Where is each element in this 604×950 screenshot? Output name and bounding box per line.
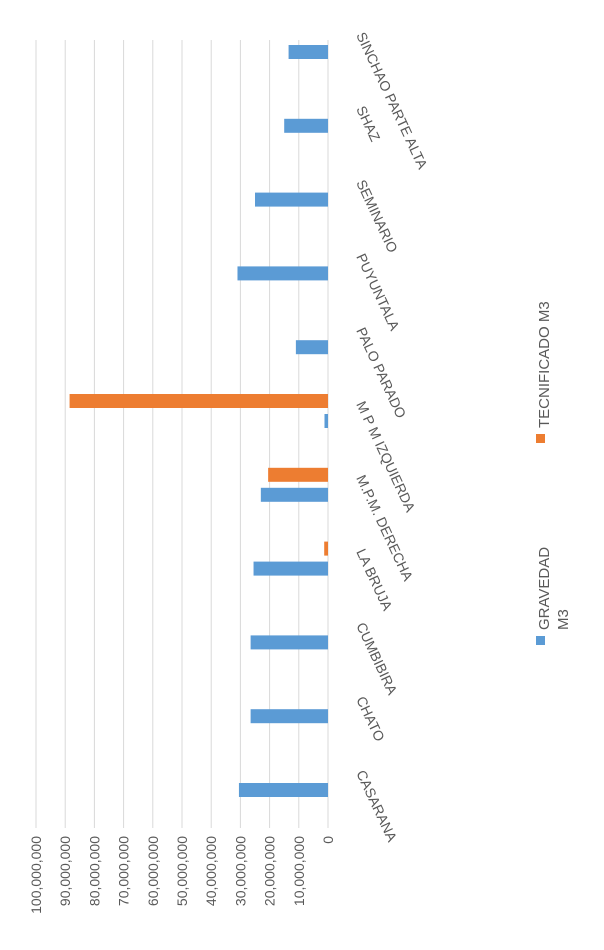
legend-swatch xyxy=(536,434,545,443)
bar xyxy=(324,414,328,428)
legend: GRAVEDAD M3 TECNIFICADO M3 xyxy=(536,301,572,645)
value-tick-label: 80,000,000 xyxy=(86,836,102,906)
value-tick-label: 50,000,000 xyxy=(174,836,190,906)
bar xyxy=(254,562,328,576)
bar xyxy=(324,542,328,556)
bars xyxy=(70,45,328,797)
value-tick-label: 100,000,000 xyxy=(28,836,44,914)
value-tick-label: 70,000,000 xyxy=(116,836,132,906)
bar xyxy=(239,783,328,797)
category-label: CASARANA xyxy=(353,768,400,845)
bar xyxy=(284,119,328,133)
category-label: SHAZ xyxy=(353,103,383,144)
value-tick-label: 10,000,000 xyxy=(291,836,307,906)
bar xyxy=(237,266,328,280)
category-label: SINCHAO PARTE ALTA xyxy=(353,30,431,173)
category-label: CUMBIBIRA xyxy=(353,620,401,698)
legend-swatch xyxy=(536,636,545,645)
value-axis-ticks: 0 10,000,000 20,000,000 30,000,000 40,000,00… xyxy=(28,836,336,914)
legend-label: TECNIFICADO M3 xyxy=(536,301,553,428)
bar xyxy=(296,340,328,354)
legend-label: GRAVEDAD M3 xyxy=(536,547,572,630)
value-tick-label: 60,000,000 xyxy=(145,836,161,906)
bar xyxy=(70,394,328,408)
category-label: PUYUNTALA xyxy=(353,251,403,334)
value-tick-label: 20,000,000 xyxy=(262,836,278,906)
value-tick-label: 30,000,000 xyxy=(232,836,248,906)
value-tick-label: 90,000,000 xyxy=(57,836,73,906)
bar xyxy=(289,45,328,59)
category-label: SEMINARIO xyxy=(353,177,401,255)
value-tick-label: 0 xyxy=(320,836,336,844)
bar xyxy=(251,709,328,723)
bar xyxy=(251,635,328,649)
category-label: CHATO xyxy=(353,694,388,744)
bar xyxy=(255,193,328,207)
value-tick-label: 40,000,000 xyxy=(203,836,219,906)
bar xyxy=(261,488,328,502)
bar xyxy=(268,468,328,482)
